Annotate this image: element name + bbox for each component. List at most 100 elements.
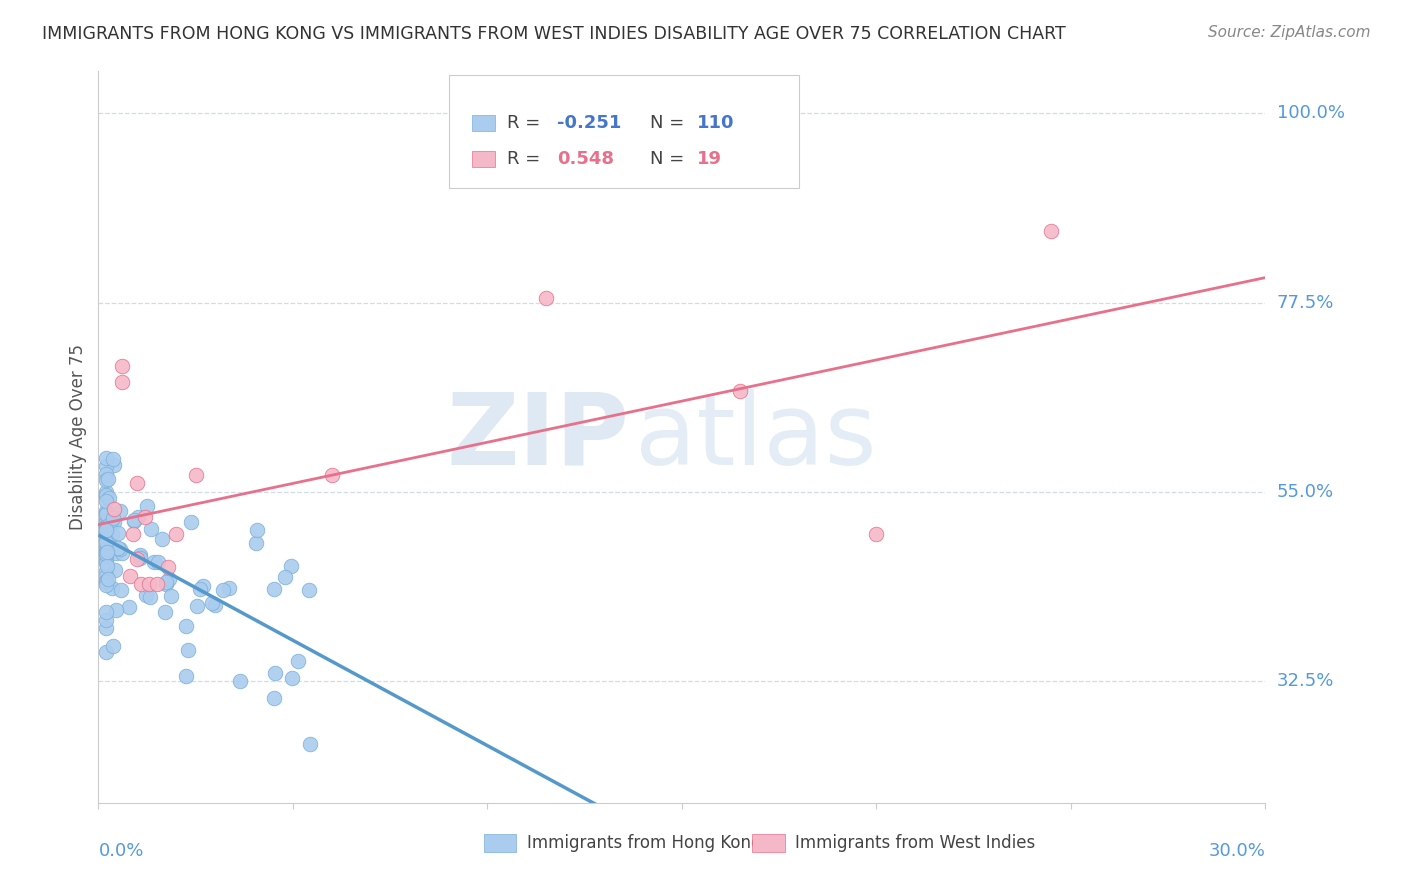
Point (218, 581, 240, 595)
Point (111, 376, 134, 390)
Point (96, 545, 118, 559)
Point (191, 578, 214, 592)
Point (100, 582, 122, 596)
Point (142, 555, 165, 569)
Point (96, 577, 118, 591)
Point (228, 674, 250, 689)
Point (534, 291, 557, 305)
Point (160, 589, 183, 603)
Text: Source: ZipAtlas.com: Source: ZipAtlas.com (1208, 25, 1371, 40)
Point (273, 570, 295, 584)
Point (97, 573, 120, 587)
Point (96, 515, 118, 529)
Point (96, 507, 118, 521)
Point (129, 577, 152, 591)
Point (98, 517, 121, 532)
Text: R =: R = (508, 150, 546, 168)
Point (110, 546, 132, 560)
Point (96, 605, 118, 619)
Point (104, 603, 127, 617)
Point (96, 524, 118, 539)
Point (96, 513, 118, 527)
Point (96, 473, 118, 487)
Text: 32.5%: 32.5% (1277, 672, 1334, 690)
Point (96, 520, 118, 534)
Point (129, 550, 152, 565)
Point (103, 458, 125, 472)
Point (97, 526, 120, 541)
Point (103, 563, 125, 577)
Text: 30.0%: 30.0% (1209, 842, 1265, 860)
Point (96, 518, 118, 533)
Point (96, 526, 118, 541)
Point (135, 588, 157, 602)
Point (118, 569, 141, 583)
Point (180, 515, 202, 529)
Point (186, 599, 208, 613)
Text: -0.251: -0.251 (557, 113, 621, 131)
Text: 19: 19 (697, 150, 723, 168)
Text: R =: R = (508, 113, 546, 131)
Point (150, 533, 173, 547)
Point (96, 556, 118, 570)
Point (96, 527, 118, 541)
Point (96, 489, 118, 503)
Point (108, 542, 131, 557)
Point (157, 572, 180, 586)
Point (96, 467, 118, 481)
Point (96, 488, 118, 502)
Point (96, 523, 118, 537)
Point (107, 525, 129, 540)
Point (96, 554, 118, 568)
Point (110, 583, 132, 598)
Point (96, 459, 118, 474)
Point (174, 668, 197, 682)
Point (97, 535, 120, 549)
Point (321, 467, 343, 482)
Point (96, 506, 118, 520)
Point (103, 501, 125, 516)
Text: 0.0%: 0.0% (98, 842, 143, 860)
Text: Immigrants from West Indies: Immigrants from West Indies (796, 834, 1035, 852)
Text: Immigrants from Hong Kong: Immigrants from Hong Kong (527, 834, 761, 852)
Point (122, 514, 145, 528)
Text: N =: N = (651, 113, 690, 131)
Point (96, 525, 118, 540)
Point (263, 691, 285, 706)
Point (96, 564, 118, 578)
Point (165, 526, 187, 541)
Point (96, 520, 118, 534)
Point (96, 506, 118, 520)
Point (96, 451, 118, 466)
Point (263, 666, 285, 681)
Point (204, 598, 226, 612)
Text: 77.5%: 77.5% (1277, 293, 1334, 311)
Point (96, 569, 118, 583)
Bar (752, 834, 785, 852)
Point (96, 533, 118, 548)
Point (281, 671, 304, 685)
FancyBboxPatch shape (449, 75, 799, 188)
Point (96, 529, 118, 543)
Point (96, 559, 118, 574)
Point (263, 582, 285, 597)
Point (174, 619, 197, 633)
Point (96, 541, 118, 555)
Point (97, 533, 120, 547)
Point (96, 574, 118, 588)
Bar (484, 834, 516, 852)
Point (146, 577, 169, 591)
Point (184, 467, 207, 482)
Point (107, 541, 129, 555)
Text: 0.548: 0.548 (557, 150, 614, 168)
Point (157, 560, 180, 574)
Text: N =: N = (651, 150, 690, 168)
Bar (472, 114, 495, 130)
Text: 110: 110 (697, 113, 734, 131)
Point (128, 548, 150, 562)
Point (129, 550, 152, 565)
Point (96, 494, 118, 508)
Point (299, 737, 322, 751)
Text: atlas: atlas (636, 389, 877, 485)
Point (146, 555, 169, 569)
